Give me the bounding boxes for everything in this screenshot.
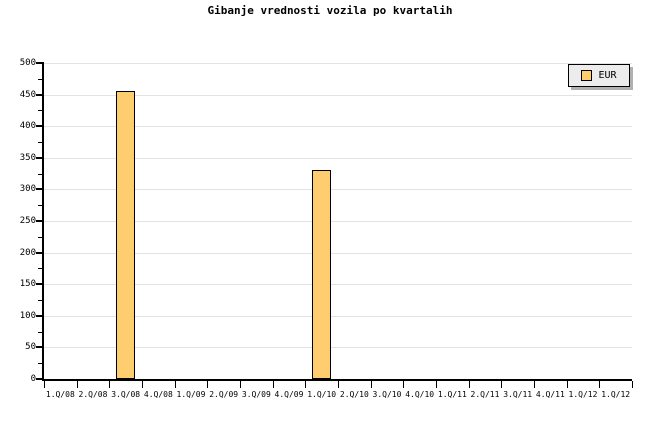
x-axis-tick	[305, 381, 306, 388]
x-axis-tick	[77, 381, 78, 388]
y-axis-tick	[36, 62, 43, 64]
y-axis-tick	[36, 314, 43, 317]
x-axis-tick	[632, 381, 633, 388]
y-axis-minor-tick	[38, 110, 43, 112]
y-axis-minor-tick	[38, 205, 43, 207]
x-axis-tick-label: 2.Q/10	[339, 390, 369, 399]
y-axis-tick	[36, 251, 43, 254]
x-axis-tick	[599, 381, 600, 388]
x-axis-tick-label: 1.Q/09	[176, 390, 206, 399]
x-axis-tick	[501, 381, 502, 388]
y-axis-minor-tick	[38, 300, 43, 301]
plot-area	[44, 63, 632, 379]
y-axis-tick-label: 400	[19, 121, 36, 132]
x-axis-tick-label: 4.Q/08	[143, 390, 173, 399]
x-axis-tick-label: 2.Q/09	[209, 390, 239, 399]
gridline	[44, 315, 632, 317]
gridline	[44, 347, 632, 349]
y-axis-tick	[36, 156, 43, 159]
x-axis-tick	[175, 381, 176, 388]
x-axis-tick-label: 1.Q/11	[437, 390, 467, 399]
x-axis-tick	[273, 381, 274, 388]
gridline	[44, 157, 632, 159]
x-axis-tick-label: 2.Q/11	[470, 390, 500, 399]
y-axis-minor-tick	[38, 236, 43, 238]
x-axis-tick-label: 1.Q/12	[568, 390, 598, 399]
x-axis-tick-label: 4.Q/11	[535, 390, 565, 399]
gridline	[44, 221, 632, 222]
legend-swatch-icon	[581, 70, 593, 81]
y-axis-tick-label: 0	[30, 374, 36, 384]
legend-label: EUR	[598, 70, 617, 81]
y-axis-tick	[36, 188, 43, 191]
chart-title: Gibanje vrednosti vozila po kvartalih	[207, 4, 453, 17]
x-axis-tick-label: 3.Q/10	[372, 390, 402, 399]
x-axis-tick	[109, 381, 110, 388]
x-axis-tick-label: 3.Q/11	[503, 390, 533, 399]
y-axis-tick-label: 100	[19, 310, 36, 321]
x-axis-tick-label: 4.Q/10	[405, 390, 435, 399]
x-axis-tick-label: 1.Q/10	[307, 390, 337, 399]
gridline	[44, 126, 632, 128]
y-axis-tick-label: 350	[19, 152, 36, 163]
y-axis-tick	[36, 125, 43, 128]
y-axis-tick	[36, 220, 43, 222]
x-axis-tick	[240, 381, 241, 388]
bar[interactable]	[312, 170, 331, 379]
y-axis-line	[42, 62, 44, 381]
x-axis-line	[42, 379, 632, 381]
y-axis-minor-tick	[38, 331, 43, 333]
x-axis-tick-label: 2.Q/08	[78, 390, 108, 399]
y-axis-minor-tick	[38, 142, 43, 143]
chart-legend: EUR	[568, 64, 630, 87]
x-axis-tick	[469, 381, 470, 388]
y-axis-tick-label: 450	[19, 89, 36, 100]
y-axis-tick	[36, 283, 43, 286]
x-axis-tick	[567, 381, 568, 388]
y-axis-tick-label: 150	[19, 279, 36, 290]
x-axis-tick-label: 4.Q/09	[274, 390, 304, 399]
x-axis-tick-label: 3.Q/09	[241, 390, 271, 399]
x-axis-tick	[534, 381, 535, 388]
y-axis-minor-tick	[38, 268, 43, 270]
y-axis-tick	[36, 378, 43, 380]
legend-entry-eur: EUR	[569, 65, 629, 86]
x-axis-tick	[44, 381, 45, 388]
x-axis-tick	[403, 381, 404, 388]
y-axis-tick	[36, 93, 43, 96]
y-axis-tick-label: 50	[25, 342, 36, 353]
x-axis-tick-label: 3.Q/08	[111, 390, 141, 399]
y-axis-tick-label: 250	[19, 216, 36, 226]
y-axis-tick-label: 300	[19, 184, 36, 195]
x-axis-tick-label: 1.Q/12	[601, 390, 631, 399]
y-axis-minor-tick	[38, 78, 43, 80]
y-axis-tick	[36, 346, 43, 349]
x-axis-tick	[436, 381, 437, 388]
y-axis-minor-tick	[38, 173, 43, 175]
y-axis-labels: 0 50 100 150 200 250 300 350 400 450 500	[0, 0, 36, 440]
x-axis-tick	[338, 381, 339, 388]
x-axis-tick-label: 1.Q/08	[45, 390, 75, 399]
y-axis-minor-tick	[38, 363, 43, 365]
y-axis-tick-label: 500	[19, 58, 36, 68]
gridline	[44, 284, 632, 286]
y-axis-tick-label: 200	[19, 247, 36, 258]
x-axis-tick	[371, 381, 372, 388]
gridline	[44, 94, 632, 96]
x-axis-tick	[207, 381, 208, 388]
gridline	[44, 63, 632, 64]
gridline	[44, 189, 632, 191]
x-axis-tick	[142, 381, 143, 388]
gridline	[44, 252, 632, 254]
bar[interactable]	[116, 91, 135, 379]
